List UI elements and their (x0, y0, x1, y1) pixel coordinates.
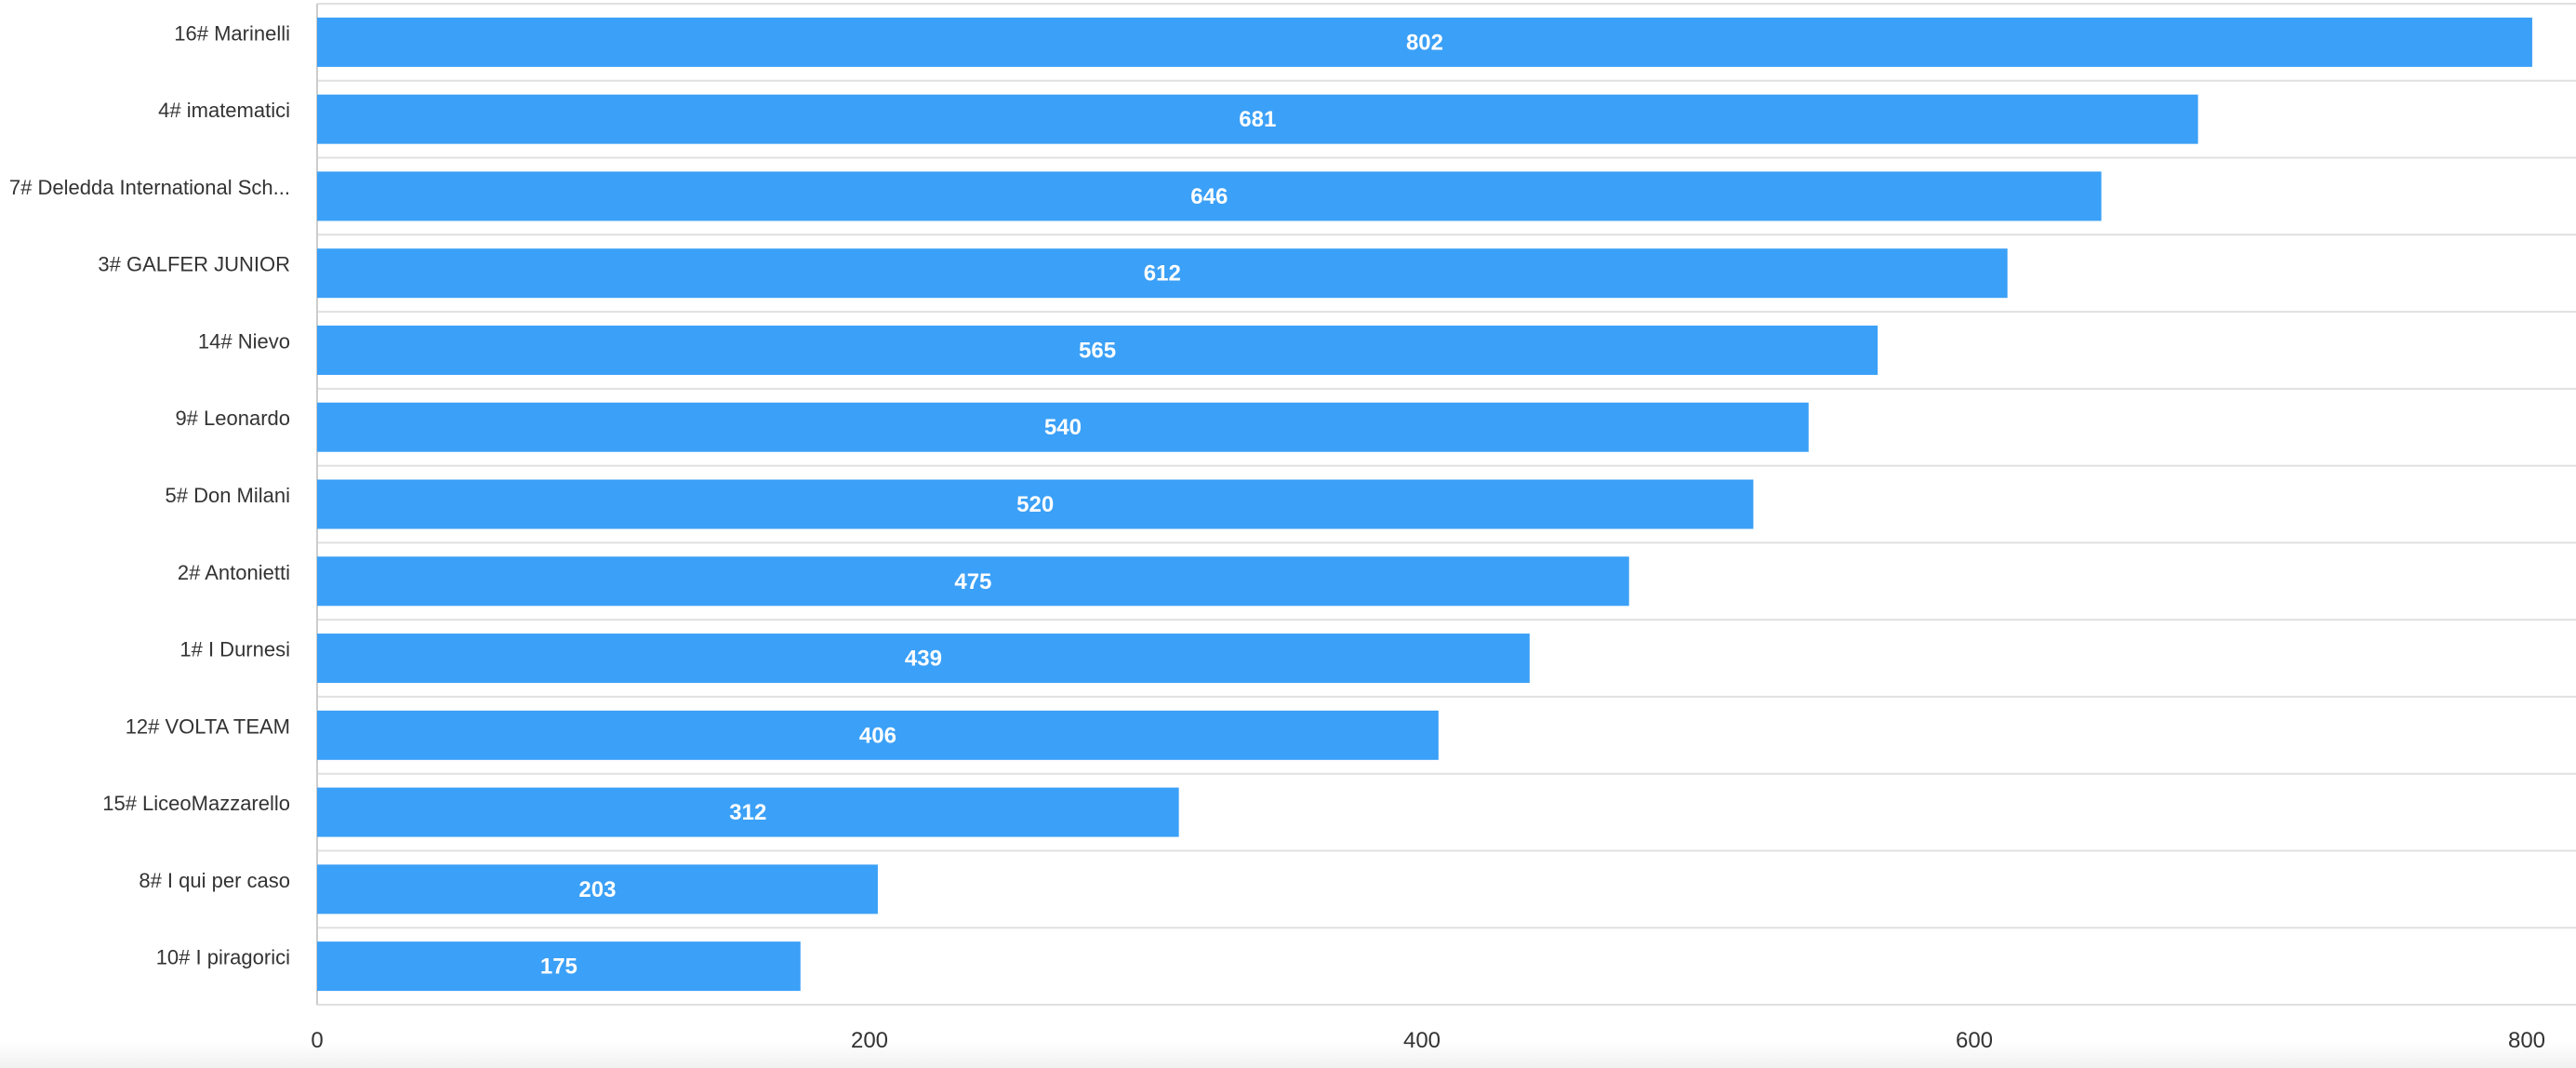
data-label: 439 (905, 647, 942, 672)
category-label: 4# imatematici (158, 99, 290, 122)
bar[interactable] (317, 479, 1754, 529)
bars: 802 681 646 612 565 540 520 475 439 406 312 203 175 (317, 17, 2532, 992)
bar[interactable] (317, 556, 1629, 607)
x-axis: 0 200 400 600 800 (311, 1028, 2545, 1053)
bar[interactable] (317, 634, 1530, 684)
bar[interactable] (317, 787, 1179, 837)
category-label: 8# I qui per caso (139, 869, 290, 892)
bar[interactable] (317, 402, 1809, 452)
data-label: 565 (1079, 338, 1116, 363)
data-label: 612 (1144, 261, 1181, 287)
bar[interactable] (317, 864, 878, 914)
bar[interactable] (317, 248, 2008, 299)
data-label: 475 (954, 569, 991, 594)
bottom-shadow (0, 1042, 2576, 1068)
category-labels: 16# Marinelli 4# imatematici 7# Deledda In… (9, 21, 290, 968)
bar[interactable] (317, 17, 2532, 67)
data-label: 540 (1044, 415, 1082, 440)
x-tick-label: 0 (311, 1028, 323, 1053)
category-label: 5# Don Milani (165, 484, 290, 507)
data-label: 681 (1239, 107, 1276, 132)
data-label: 406 (859, 723, 896, 748)
data-label: 520 (1016, 492, 1054, 517)
bar[interactable] (317, 325, 1879, 375)
x-tick-label: 800 (2508, 1028, 2545, 1053)
data-label: 646 (1190, 184, 1228, 209)
data-label: 203 (578, 877, 616, 902)
category-label: 14# Nievo (198, 329, 290, 353)
category-label: 15# LiceoMazzarello (102, 792, 290, 815)
gridlines (316, 3, 2576, 1006)
bar[interactable] (317, 710, 1439, 760)
category-label: 1# I Durnesi (179, 638, 290, 661)
category-label: 9# Leonardo (175, 407, 290, 430)
x-tick-label: 600 (1956, 1028, 1993, 1053)
data-label: 802 (1406, 30, 1443, 55)
data-label: 175 (540, 955, 578, 980)
x-tick-label: 200 (851, 1028, 888, 1053)
category-label: 12# VOLTA TEAM (126, 714, 290, 738)
x-tick-label: 400 (1403, 1028, 1441, 1053)
bar[interactable] (317, 171, 2102, 221)
data-label: 312 (729, 800, 766, 825)
bar[interactable] (317, 941, 801, 992)
category-label: 3# GALFER JUNIOR (98, 253, 290, 276)
category-label: 10# I piragorici (156, 946, 290, 969)
category-label: 7# Deledda International Sch... (9, 176, 290, 199)
bar[interactable] (317, 94, 2198, 144)
category-label: 16# Marinelli (174, 21, 290, 45)
category-label: 2# Antonietti (178, 561, 290, 584)
